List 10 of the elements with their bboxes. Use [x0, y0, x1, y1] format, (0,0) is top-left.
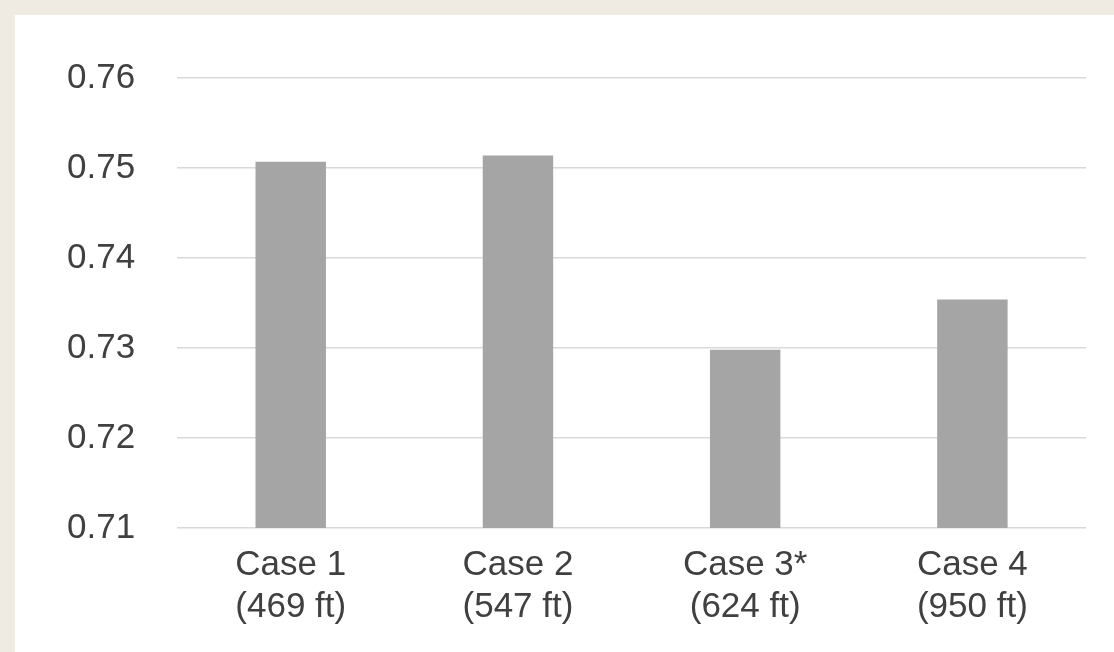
y-tick-label: 0.72	[67, 415, 136, 455]
x-tick-label: Case 3* (624 ft)	[682, 542, 808, 624]
x-tick-label: Case 2 (547 ft)	[462, 542, 574, 624]
y-tick-label: 0.74	[67, 235, 136, 275]
y-tick-label: 0.73	[67, 325, 136, 365]
x-tick-label: Case 1 (469 ft)	[235, 542, 347, 624]
x-tick-label: Case 4 (950 ft)	[916, 542, 1028, 624]
y-tick-label: 0.75	[67, 145, 136, 185]
y-tick-label: 0.71	[67, 505, 136, 545]
y-tick-label: 0.76	[67, 55, 136, 95]
